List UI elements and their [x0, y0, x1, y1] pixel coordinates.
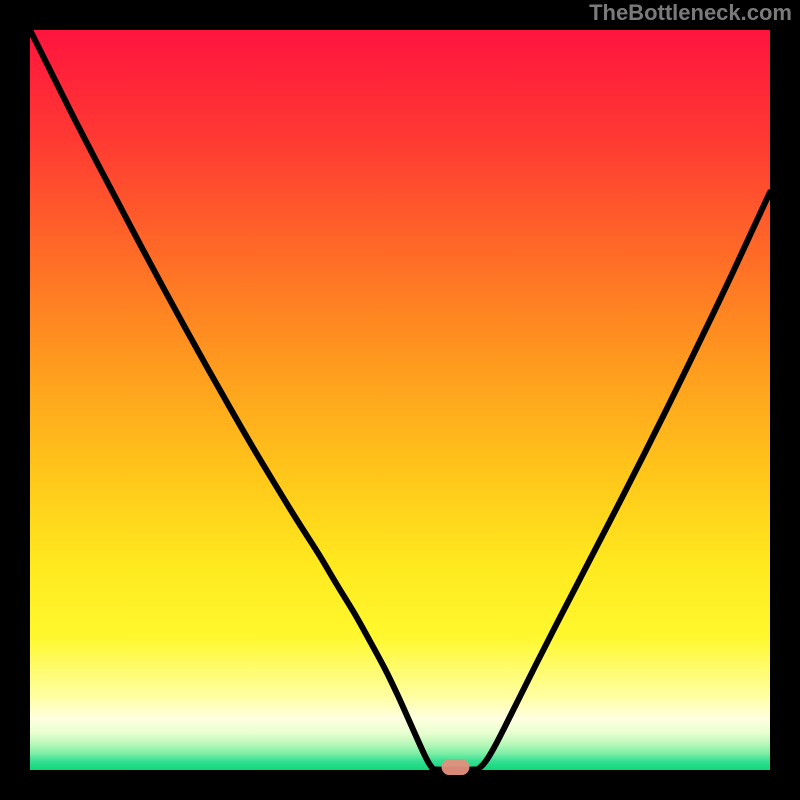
chart-container: TheBottleneck.com: [0, 0, 800, 800]
optimal-point-marker: [442, 759, 470, 775]
watermark-label: TheBottleneck.com: [589, 0, 792, 26]
chart-background: [30, 30, 770, 770]
bottleneck-chart: [0, 0, 800, 800]
